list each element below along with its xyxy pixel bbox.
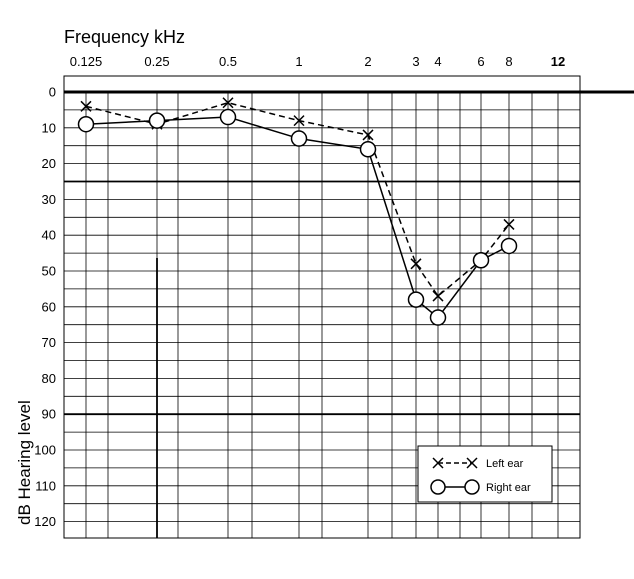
marker-x	[80, 100, 92, 112]
x-tick-label: 4	[434, 54, 441, 69]
x-tick-label: 12	[551, 54, 565, 69]
marker-circle	[290, 130, 308, 147]
y-tick-label: 40	[42, 228, 56, 243]
marker-circle	[464, 479, 480, 495]
y-tick-label: 110	[35, 478, 56, 493]
x-tick-label: 8	[505, 54, 512, 69]
x-tick-labels: 0.125 0.25 0.5 1 2 3 4 6 8 12	[70, 54, 566, 69]
legend-label: Right ear	[486, 482, 531, 494]
y-tick-label: 20	[42, 156, 56, 171]
marker-x	[432, 290, 444, 302]
y-tick-label: 60	[42, 299, 56, 314]
x-tick-label: 0.25	[144, 54, 169, 69]
marker-circle	[500, 237, 518, 255]
x-tick-label: 3	[412, 54, 419, 69]
y-tick-label: 30	[42, 192, 56, 207]
x-axis-title: Frequency kHz	[64, 27, 185, 47]
y-tick-label: 100	[34, 443, 56, 458]
y-tick-label: 120	[34, 514, 56, 529]
x-tick-label: 1	[295, 54, 302, 69]
marker-x	[293, 115, 305, 127]
series	[77, 97, 518, 326]
marker-x	[503, 218, 515, 230]
legend: Left ear Right ear	[417, 445, 553, 503]
y-tick-label: 70	[42, 335, 56, 350]
y-tick-label: 0	[49, 85, 56, 100]
y-tick-label: 50	[42, 264, 56, 279]
marker-circle	[429, 309, 447, 326]
marker-circle	[430, 479, 446, 495]
y-tick-labels: 0 10 20 30 40 50 60 70 80 90 100 110 120	[34, 85, 56, 530]
y-tick-label: 90	[42, 407, 56, 422]
marker-x	[410, 258, 422, 270]
legend-label: Left ear	[486, 458, 524, 470]
y-axis-title: dB Hearing level	[15, 400, 34, 525]
x-tick-label: 0.5	[219, 54, 237, 69]
marker-circle	[77, 115, 95, 133]
marker-x	[432, 457, 444, 469]
x-tick-label: 2	[364, 54, 371, 69]
marker-circle	[407, 291, 425, 308]
x-tick-label: 0.125	[70, 54, 103, 69]
x-tick-label: 6	[477, 54, 484, 69]
marker-circle	[472, 252, 490, 269]
marker-x	[222, 97, 234, 109]
y-tick-label: 80	[42, 371, 56, 386]
y-tick-label: 10	[42, 120, 56, 135]
marker-circle	[219, 108, 237, 126]
marker-circle	[148, 112, 166, 129]
marker-circle	[359, 141, 377, 158]
marker-x	[466, 457, 478, 469]
marker-x	[362, 129, 374, 141]
series-markers	[77, 108, 518, 326]
